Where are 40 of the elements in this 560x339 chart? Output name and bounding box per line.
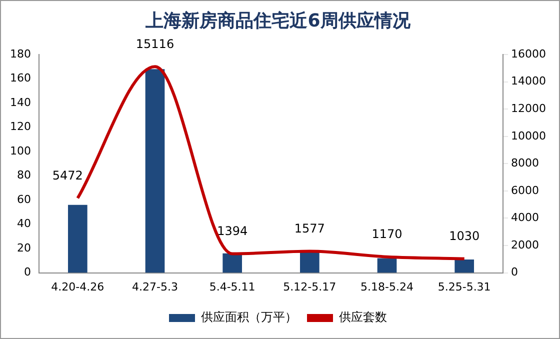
y-tick-label: 180 [10,47,31,60]
y-tick-label: 20 [16,241,31,254]
y2-tick-label: 10000 [511,129,546,142]
y-tick-label: 60 [16,192,31,206]
x-tick-label: 5.25-5.31 [438,280,491,294]
y2-tick-label: 4000 [511,211,540,224]
legend-label: 供应面积（万平） [201,310,297,324]
y2-tick-label: 6000 [511,184,540,197]
y2-tick-label: 0 [511,266,518,279]
y2-tick-label: 12000 [511,102,546,116]
x-tick-label: 5.18-5.24 [360,280,414,294]
bar [300,252,320,273]
x-tick-label: 4.27-5.3 [132,280,178,294]
y-tick-label: 0 [24,266,31,279]
bar [68,204,88,273]
data-label: 1170 [372,226,402,241]
bar [454,259,474,273]
bar [145,69,165,273]
data-label: 1394 [217,224,248,238]
chart-title: 上海新房商品住宅近6周供应情况 [144,10,412,32]
y-tick-label: 160 [10,72,31,85]
data-label: 15116 [136,36,174,51]
y-tick-label: 100 [10,144,31,158]
y2-tick-label: 16000 [511,47,546,60]
data-label: 1577 [294,221,325,236]
y-tick-label: 40 [16,217,31,230]
legend-label: 供应套数 [339,310,387,324]
y2-tick-label: 8000 [511,156,540,170]
x-tick-label: 5.12-5.17 [283,280,336,294]
bar [222,253,242,273]
y2-tick-label: 14000 [511,74,546,88]
x-tick-label: 5.4-5.11 [209,280,256,294]
y-tick-label: 80 [16,168,31,182]
x-tick-label: 4.20-4.26 [51,280,104,294]
bar [377,258,397,273]
y2-tick-label: 2000 [511,238,540,252]
data-label: 5472 [52,168,83,182]
data-label: 1030 [449,228,480,243]
y-tick-label: 120 [10,120,31,134]
y-tick-label: 140 [10,96,31,109]
